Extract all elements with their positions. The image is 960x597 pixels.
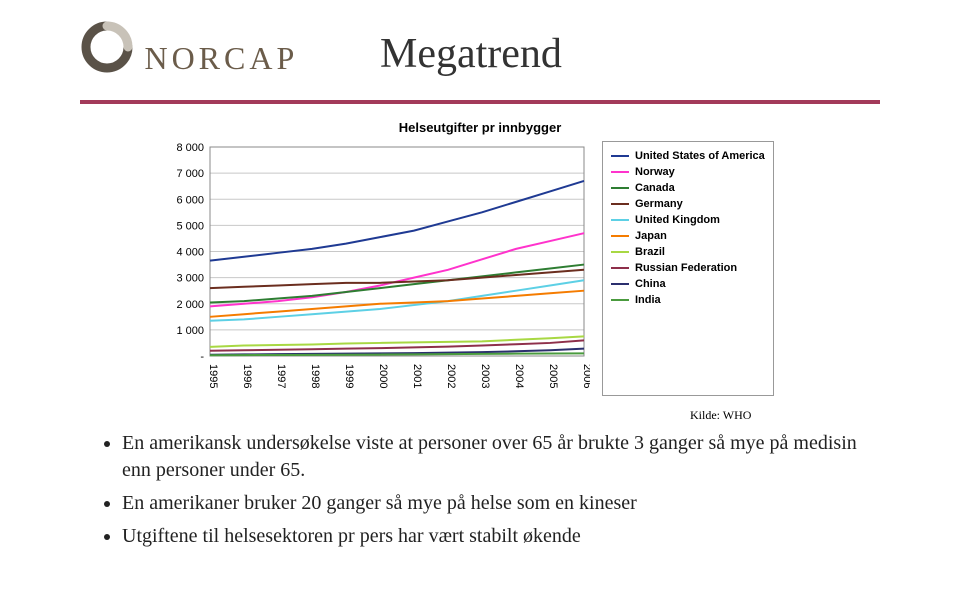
legend-swatch xyxy=(611,171,629,173)
logo-text: NORCAP xyxy=(144,40,298,77)
line-chart: - 1 000 2 000 3 000 4 000 5 000 6 000 7 000 8 00… xyxy=(160,141,590,396)
svg-text:2003: 2003 xyxy=(479,364,491,388)
svg-text:2002: 2002 xyxy=(445,364,457,388)
legend-label: India xyxy=(635,294,661,306)
legend-swatch xyxy=(611,235,629,237)
legend-label: United States of America xyxy=(635,150,765,162)
legend-swatch xyxy=(611,283,629,285)
svg-text:3 000: 3 000 xyxy=(176,273,204,285)
legend-label: China xyxy=(635,278,666,290)
legend-swatch xyxy=(611,187,629,189)
svg-text:1995: 1995 xyxy=(207,364,219,388)
svg-text:2005: 2005 xyxy=(547,364,559,388)
legend-swatch xyxy=(611,267,629,269)
svg-text:2000: 2000 xyxy=(377,364,389,388)
source-label: Kilde: WHO xyxy=(690,408,751,423)
svg-text:1997: 1997 xyxy=(275,364,287,388)
svg-text:2001: 2001 xyxy=(411,364,423,388)
svg-text:-: - xyxy=(200,351,204,363)
svg-text:8 000: 8 000 xyxy=(176,142,204,154)
chart-container: Helseutgifter pr innbygger - 1 000 2 000 3 … xyxy=(160,120,800,410)
legend-label: Brazil xyxy=(635,246,665,258)
legend-item: Brazil xyxy=(611,244,765,260)
legend-item: Russian Federation xyxy=(611,260,765,276)
legend-item: China xyxy=(611,276,765,292)
legend-label: Japan xyxy=(635,230,667,242)
svg-text:2006: 2006 xyxy=(581,364,590,388)
bullet-list: En amerikansk undersøkelse viste at pers… xyxy=(100,430,880,556)
legend-label: Canada xyxy=(635,182,675,194)
legend-swatch xyxy=(611,299,629,301)
page-title: Megatrend xyxy=(380,30,562,78)
legend-item: Germany xyxy=(611,196,765,212)
svg-text:1999: 1999 xyxy=(343,364,355,388)
bullet-item: Utgiftene til helsesektoren pr pers har … xyxy=(122,523,880,550)
legend-label: Russian Federation xyxy=(635,262,737,274)
legend-swatch xyxy=(611,203,629,205)
svg-text:2 000: 2 000 xyxy=(176,299,204,311)
legend-swatch xyxy=(611,219,629,221)
legend-item: United States of America xyxy=(611,148,765,164)
legend-item: United Kingdom xyxy=(611,212,765,228)
svg-text:5 000: 5 000 xyxy=(176,220,204,232)
legend-label: Germany xyxy=(635,198,683,210)
logo: NORCAP xyxy=(80,20,298,79)
svg-text:2004: 2004 xyxy=(513,364,525,388)
bullet-item: En amerikaner bruker 20 ganger så mye på… xyxy=(122,490,880,517)
svg-text:1998: 1998 xyxy=(309,364,321,388)
svg-text:1996: 1996 xyxy=(241,364,253,388)
legend-item: Japan xyxy=(611,228,765,244)
legend-swatch xyxy=(611,251,629,253)
chart-legend: United States of America Norway Canada Germ… xyxy=(602,141,774,396)
legend-label: Norway xyxy=(635,166,675,178)
chart-title: Helseutgifter pr innbygger xyxy=(160,120,800,135)
legend-item: India xyxy=(611,292,765,308)
legend-item: Canada xyxy=(611,180,765,196)
svg-text:6 000: 6 000 xyxy=(176,194,204,206)
svg-text:7 000: 7 000 xyxy=(176,168,204,180)
legend-swatch xyxy=(611,155,629,157)
bullet-item: En amerikansk undersøkelse viste at pers… xyxy=(122,430,880,484)
svg-text:1 000: 1 000 xyxy=(176,325,204,337)
divider xyxy=(80,100,880,104)
legend-label: United Kingdom xyxy=(635,214,720,226)
logo-mark-icon xyxy=(80,20,134,79)
svg-text:4 000: 4 000 xyxy=(176,247,204,259)
legend-item: Norway xyxy=(611,164,765,180)
